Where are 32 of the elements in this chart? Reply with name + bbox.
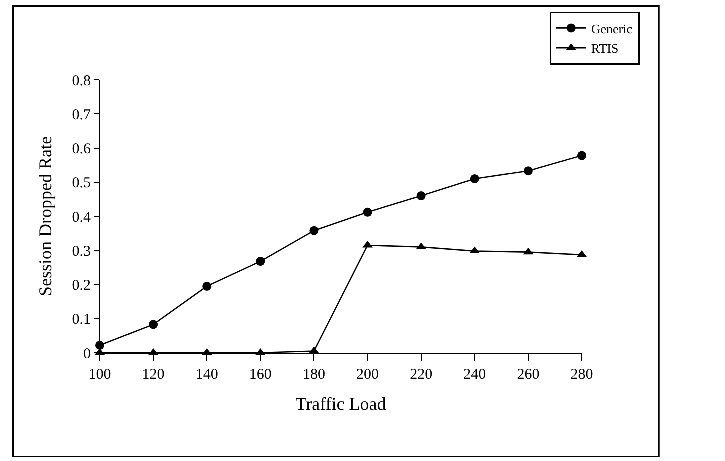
x-axis-title: Traffic Load [296,394,386,414]
x-tick-label: 120 [142,367,165,383]
legend-label: Generic [591,21,633,36]
y-tick-label: 0.8 [72,73,91,90]
legend-label: RTIS [591,41,619,56]
point [310,226,319,236]
y-tick-label: 0.5 [72,176,91,192]
point [149,320,158,330]
x-tick-label: 240 [464,367,486,383]
y-tick-label: 0.1 [72,312,91,328]
x-tick-label: 260 [517,367,540,383]
point [578,151,586,160]
point [256,257,266,266]
x-tick-label: 220 [410,367,433,383]
x-tick-label: 200 [356,367,380,383]
x-tick-label: 100 [88,367,112,383]
y-tick-label: 0.6 [72,142,92,158]
point [524,166,533,176]
y-tick-label: 0.3 [72,244,91,260]
x-tick-label: 280 [570,367,594,383]
y-axis-title: Session Dropped Rate [35,136,56,296]
y-tick-label: 0 [84,346,91,362]
point [363,208,372,217]
point [202,282,212,291]
y-tick-label: 0.4 [72,210,92,226]
x-tick-label: 160 [249,367,272,383]
point [416,192,426,201]
point [470,174,480,184]
x-tick-label: 180 [302,367,326,383]
y-tick-label: 0.2 [72,278,91,294]
x-tick-label: 140 [196,367,218,383]
y-tick-label: 0.7 [72,107,92,124]
